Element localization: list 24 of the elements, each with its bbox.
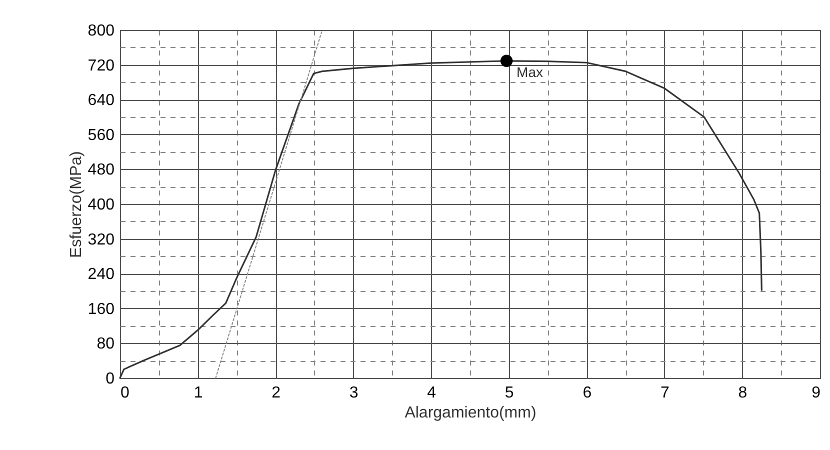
x-axis-title: Alargamiento(mm) xyxy=(404,404,536,422)
y-tick-label: 640 xyxy=(88,92,115,110)
y-axis-title: Esfuerzo(MPa) xyxy=(68,151,85,258)
x-tick-label: 6 xyxy=(582,384,592,402)
y-tick-label: 480 xyxy=(88,162,115,179)
y-tick-label: 800 xyxy=(88,22,115,40)
x-tick-label: 3 xyxy=(349,384,358,402)
y-tick-label: 560 xyxy=(88,126,115,144)
y-tick-label: 160 xyxy=(88,300,115,318)
x-tick-label: 1 xyxy=(194,384,203,402)
x-tick-label: 5 xyxy=(504,384,514,402)
x-tick-label: 9 xyxy=(812,384,821,402)
x-tick-label: 2 xyxy=(272,384,281,402)
y-tick-label: 240 xyxy=(88,266,115,284)
y-tick-label: 0 xyxy=(106,370,115,388)
y-tick-label: 720 xyxy=(88,57,115,74)
y-tick-label: 320 xyxy=(88,231,115,248)
x-tick-label: 4 xyxy=(427,384,436,402)
x-tick-label: 7 xyxy=(660,384,670,402)
x-tick-label: 0 xyxy=(120,384,130,402)
y-tick-label: 80 xyxy=(96,336,115,353)
x-tick-label: 8 xyxy=(738,384,748,402)
y-tick-label: 400 xyxy=(88,196,115,214)
annotation: Max xyxy=(516,64,544,80)
